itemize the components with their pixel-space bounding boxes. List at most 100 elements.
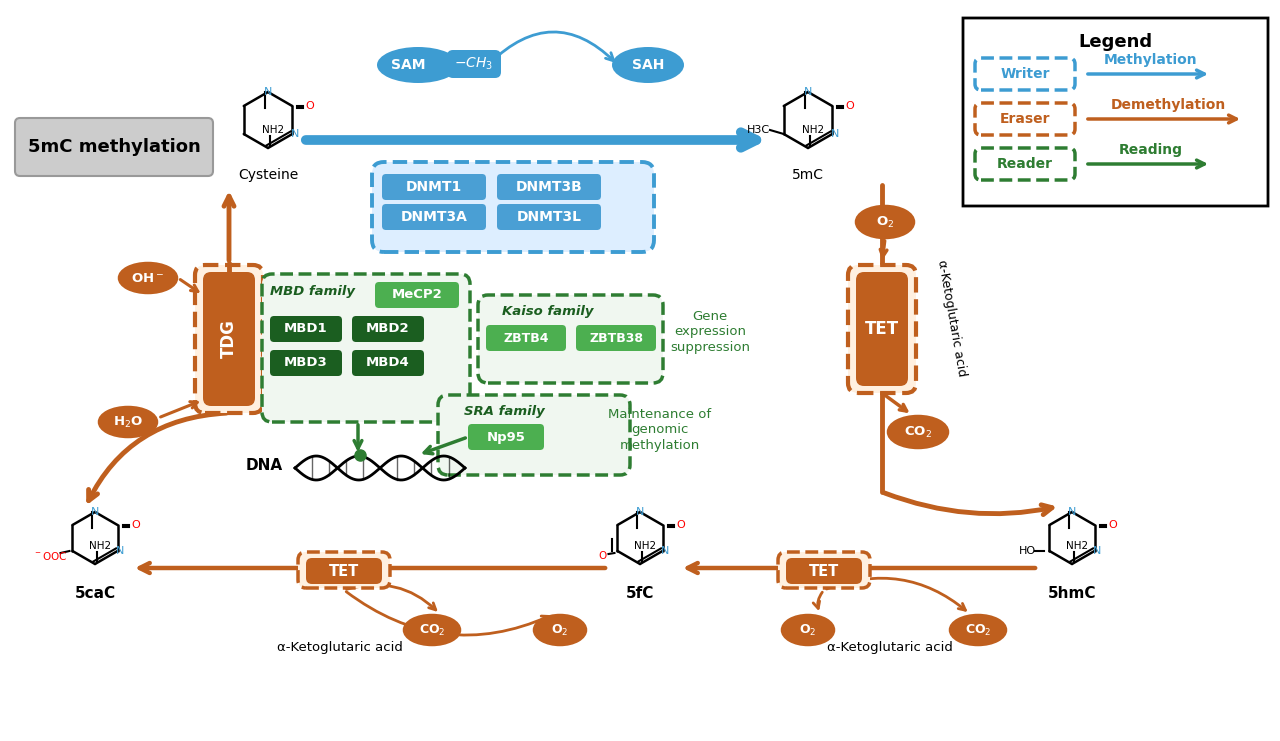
Text: H3C: H3C xyxy=(746,125,769,135)
FancyBboxPatch shape xyxy=(270,350,342,376)
Text: O$_2$: O$_2$ xyxy=(799,622,817,637)
Text: DNMT1: DNMT1 xyxy=(406,180,462,194)
FancyBboxPatch shape xyxy=(375,282,460,308)
Text: TET: TET xyxy=(865,320,899,338)
Text: α-Ketoglutaric acid: α-Ketoglutaric acid xyxy=(936,259,969,377)
Text: NH2: NH2 xyxy=(1066,541,1088,551)
Text: O: O xyxy=(846,101,855,111)
Text: MBD1: MBD1 xyxy=(284,322,328,336)
Text: N: N xyxy=(1068,507,1076,517)
FancyBboxPatch shape xyxy=(975,103,1075,135)
Text: Reading: Reading xyxy=(1119,143,1183,157)
FancyBboxPatch shape xyxy=(381,204,486,230)
Text: $-CH_3$: $-CH_3$ xyxy=(454,56,494,72)
Text: Reader: Reader xyxy=(997,157,1053,171)
Text: MBD family: MBD family xyxy=(270,285,355,299)
Text: DNMT3B: DNMT3B xyxy=(516,180,582,194)
FancyBboxPatch shape xyxy=(497,174,602,200)
Ellipse shape xyxy=(119,263,177,293)
Text: N: N xyxy=(264,87,273,97)
Text: MBD4: MBD4 xyxy=(366,356,410,370)
Text: CO$_2$: CO$_2$ xyxy=(904,425,932,439)
FancyBboxPatch shape xyxy=(381,174,486,200)
Text: N: N xyxy=(91,507,99,517)
FancyBboxPatch shape xyxy=(849,265,916,393)
Text: 5fC: 5fC xyxy=(626,586,654,602)
FancyBboxPatch shape xyxy=(372,162,654,252)
Text: O: O xyxy=(676,520,685,530)
Text: SAM: SAM xyxy=(390,58,425,72)
Text: DNA: DNA xyxy=(246,457,283,473)
Text: OH$^-$: OH$^-$ xyxy=(132,271,165,285)
Text: H$_2$O: H$_2$O xyxy=(113,414,143,430)
FancyBboxPatch shape xyxy=(352,350,424,376)
Ellipse shape xyxy=(856,206,914,238)
Text: O: O xyxy=(1108,520,1117,530)
Text: Np95: Np95 xyxy=(486,431,525,444)
Text: CO$_2$: CO$_2$ xyxy=(965,622,991,637)
Ellipse shape xyxy=(612,47,684,83)
Text: 5hmC: 5hmC xyxy=(1048,586,1096,602)
Text: Methylation: Methylation xyxy=(1105,53,1198,67)
FancyBboxPatch shape xyxy=(468,424,544,450)
FancyBboxPatch shape xyxy=(975,58,1075,90)
Text: Gene
expression
suppression: Gene expression suppression xyxy=(669,310,750,353)
FancyBboxPatch shape xyxy=(963,18,1268,206)
Text: O: O xyxy=(598,551,607,561)
Text: O: O xyxy=(306,101,315,111)
Text: O$_2$: O$_2$ xyxy=(876,214,895,230)
FancyBboxPatch shape xyxy=(204,272,255,406)
Text: α-Ketoglutaric acid: α-Ketoglutaric acid xyxy=(827,642,952,654)
Text: N: N xyxy=(116,546,124,556)
Text: O$_2$: O$_2$ xyxy=(552,622,568,637)
Ellipse shape xyxy=(888,416,948,448)
FancyBboxPatch shape xyxy=(447,50,500,78)
Ellipse shape xyxy=(782,615,835,645)
Text: $^-$OOC: $^-$OOC xyxy=(33,550,68,562)
Text: 5mC: 5mC xyxy=(792,168,824,182)
Text: Maintenance of
genomic
methylation: Maintenance of genomic methylation xyxy=(608,408,712,451)
FancyBboxPatch shape xyxy=(576,325,657,351)
FancyBboxPatch shape xyxy=(497,204,602,230)
Text: Cysteine: Cysteine xyxy=(238,168,298,182)
Text: N: N xyxy=(662,546,669,556)
Text: TET: TET xyxy=(809,563,840,579)
Text: 5caC: 5caC xyxy=(74,586,115,602)
Text: DNMT3L: DNMT3L xyxy=(517,210,581,224)
Ellipse shape xyxy=(378,47,460,83)
Ellipse shape xyxy=(404,615,460,645)
FancyBboxPatch shape xyxy=(477,295,663,383)
Text: TET: TET xyxy=(329,563,360,579)
Text: MBD2: MBD2 xyxy=(366,322,410,336)
Text: TDG: TDG xyxy=(220,319,238,359)
Text: NH2: NH2 xyxy=(803,125,824,135)
FancyBboxPatch shape xyxy=(270,316,342,342)
FancyBboxPatch shape xyxy=(262,274,470,422)
Text: Kaiso family: Kaiso family xyxy=(502,305,594,319)
FancyBboxPatch shape xyxy=(856,272,908,386)
FancyBboxPatch shape xyxy=(352,316,424,342)
Text: Legend: Legend xyxy=(1078,33,1152,51)
Text: ZBTB38: ZBTB38 xyxy=(589,331,643,345)
Text: MBD3: MBD3 xyxy=(284,356,328,370)
Text: ZBTB4: ZBTB4 xyxy=(503,331,549,345)
Text: SRA family: SRA family xyxy=(463,405,544,419)
FancyBboxPatch shape xyxy=(15,118,212,176)
Text: Writer: Writer xyxy=(1000,67,1050,81)
Text: N: N xyxy=(831,129,840,139)
FancyBboxPatch shape xyxy=(438,395,630,475)
Ellipse shape xyxy=(950,615,1006,645)
FancyBboxPatch shape xyxy=(486,325,566,351)
FancyBboxPatch shape xyxy=(778,552,870,588)
Text: NH2: NH2 xyxy=(634,541,657,551)
Text: N: N xyxy=(1093,546,1102,556)
FancyBboxPatch shape xyxy=(298,552,390,588)
Text: α-Ketoglutaric acid: α-Ketoglutaric acid xyxy=(276,642,403,654)
FancyBboxPatch shape xyxy=(306,558,381,584)
FancyBboxPatch shape xyxy=(786,558,861,584)
Text: N: N xyxy=(636,507,644,517)
Text: CO$_2$: CO$_2$ xyxy=(419,622,445,637)
FancyBboxPatch shape xyxy=(195,265,262,413)
Text: O: O xyxy=(131,520,140,530)
Text: N: N xyxy=(804,87,813,97)
